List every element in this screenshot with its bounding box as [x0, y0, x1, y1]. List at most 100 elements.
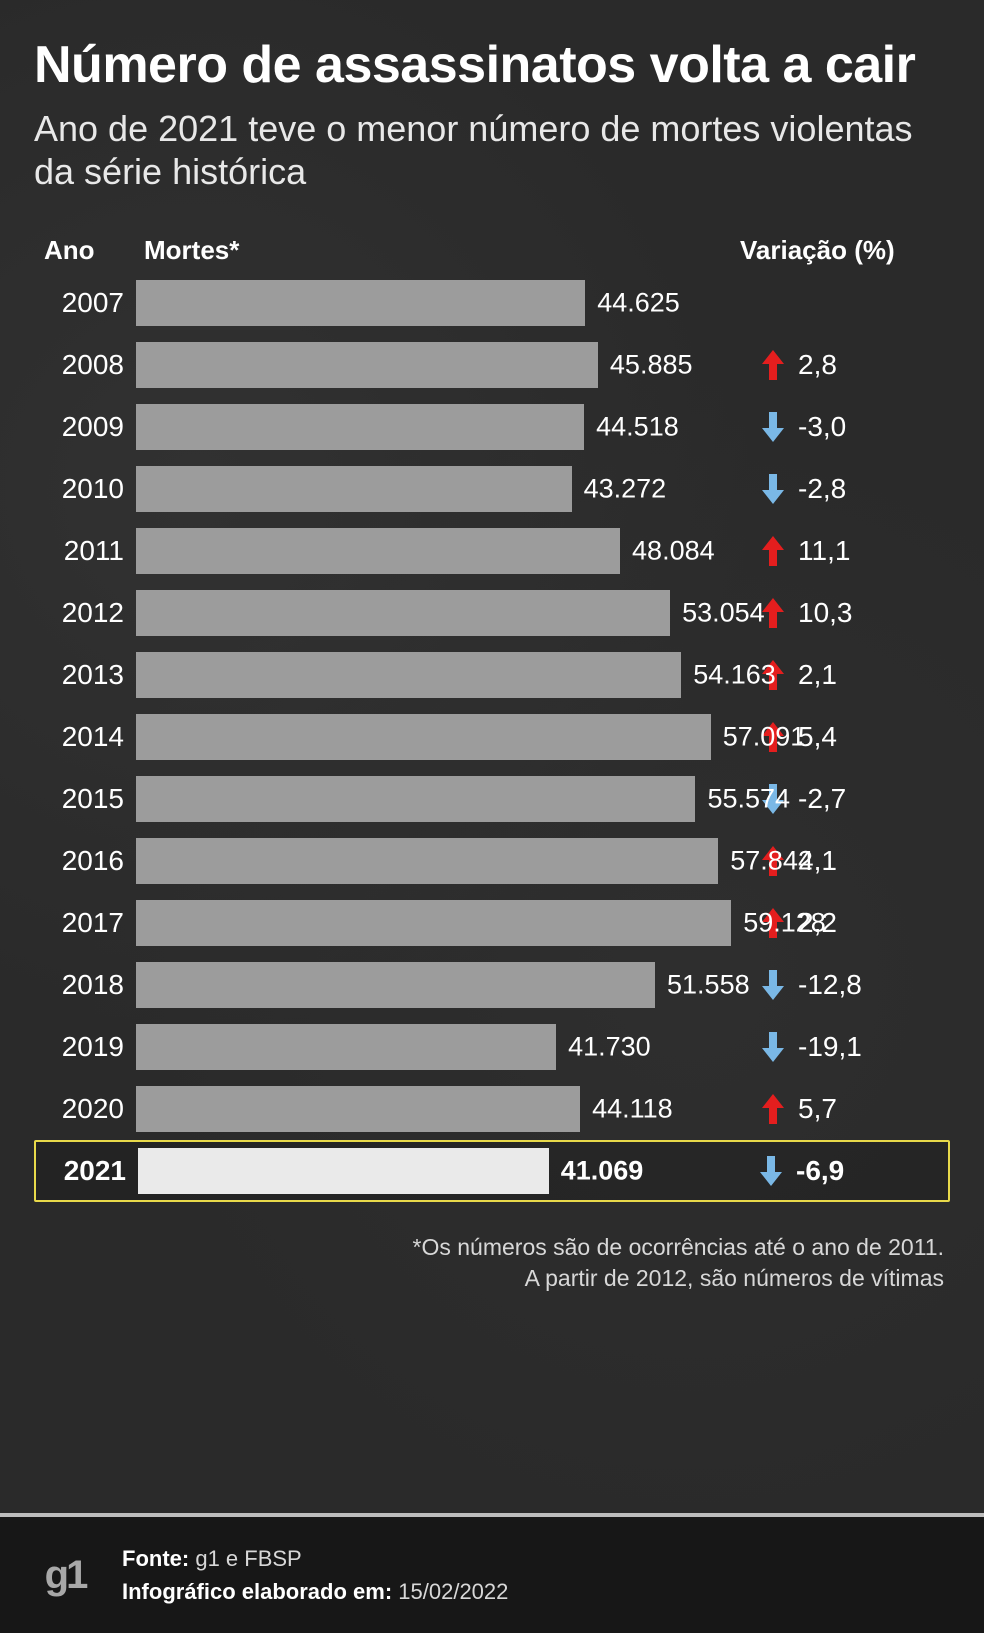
bar — [136, 962, 655, 1008]
row-value: 43.272 — [572, 473, 667, 504]
row-year: 2019 — [34, 1031, 136, 1063]
bar-area: 44.518 — [136, 404, 740, 450]
row-variation: 11,1 — [740, 534, 950, 568]
row-variation: 10,3 — [740, 596, 950, 630]
chart-row: 2010 43.272 -2,8 — [34, 458, 950, 520]
variation-value: 2,8 — [798, 349, 837, 381]
row-variation: -6,9 — [738, 1154, 948, 1188]
arrow-down-icon — [760, 1030, 786, 1064]
chart-row: 201148.08411,1 — [34, 520, 950, 582]
bar — [136, 280, 585, 326]
source-label: Fonte: — [122, 1546, 189, 1571]
row-year: 2021 — [36, 1155, 138, 1187]
bar-area: 41.730 — [136, 1024, 740, 1070]
bar-area: 59.128 — [136, 900, 740, 946]
row-year: 2012 — [34, 597, 136, 629]
chart-row: 2019 41.730 -19,1 — [34, 1016, 950, 1078]
bar-area: 57.842 — [136, 838, 740, 884]
header-variation: Variação (%) — [740, 235, 950, 266]
row-value: 41.730 — [556, 1031, 651, 1062]
arrow-up-icon — [760, 1092, 786, 1126]
bar-area: 48.084 — [136, 528, 740, 574]
bar — [136, 838, 718, 884]
row-year: 2010 — [34, 473, 136, 505]
footer: g1 Fonte: g1 e FBSP Infográfico elaborad… — [0, 1513, 984, 1633]
bar-area: 51.558 — [136, 962, 740, 1008]
source-value: g1 e FBSP — [195, 1546, 301, 1571]
bar — [136, 342, 598, 388]
row-variation: 2,8 — [740, 348, 950, 382]
bar — [136, 1024, 556, 1070]
bar — [136, 404, 584, 450]
row-year: 2016 — [34, 845, 136, 877]
chart-row: 201851.558-12,8 — [34, 954, 950, 1016]
row-value: 44.625 — [585, 287, 680, 318]
bar — [136, 528, 620, 574]
chart-title: Número de assassinatos volta a cair — [34, 38, 950, 93]
chart-row: 200944.518-3,0 — [34, 396, 950, 458]
bar — [136, 900, 731, 946]
row-year: 2020 — [34, 1093, 136, 1125]
bar-area: 54.163 — [136, 652, 740, 698]
chart-row: 201657.8424,1 — [34, 830, 950, 892]
row-year: 2011 — [34, 535, 136, 567]
variation-value: -2,7 — [798, 783, 846, 815]
bar — [136, 714, 711, 760]
column-headers: Ano Mortes* Variação (%) — [34, 235, 950, 266]
arrow-up-icon — [760, 534, 786, 568]
chart-row: 2008 45.885 2,8 — [34, 334, 950, 396]
variation-value: -12,8 — [798, 969, 862, 1001]
row-value: 54.163 — [681, 659, 776, 690]
chart-subtitle: Ano de 2021 teve o menor número de morte… — [34, 107, 950, 193]
row-value: 41.069 — [549, 1155, 644, 1186]
row-variation: -19,1 — [740, 1030, 950, 1064]
arrow-down-icon — [758, 1154, 784, 1188]
row-variation: 5,7 — [740, 1092, 950, 1126]
variation-value: 5,7 — [798, 1093, 837, 1125]
row-variation: -2,8 — [740, 472, 950, 506]
row-year: 2014 — [34, 721, 136, 753]
row-year: 2017 — [34, 907, 136, 939]
chart-row: 201555.574-2,7 — [34, 768, 950, 830]
bar-area: 53.054 — [136, 590, 740, 636]
variation-value: 10,3 — [798, 597, 853, 629]
bar — [138, 1148, 549, 1194]
row-value: 44.518 — [584, 411, 679, 442]
chart-row: 201354.1632,1 — [34, 644, 950, 706]
row-value: 45.885 — [598, 349, 693, 380]
bar-area: 55.574 — [136, 776, 740, 822]
chart-row: 2020 44.118 5,7 — [34, 1078, 950, 1140]
chart-row: 200744.625 — [34, 272, 950, 334]
row-year: 2015 — [34, 783, 136, 815]
row-value: 55.574 — [695, 783, 790, 814]
arrow-down-icon — [760, 472, 786, 506]
bar-area: 43.272 — [136, 466, 740, 512]
bar-area: 44.625 — [136, 280, 740, 326]
row-value: 44.118 — [580, 1093, 673, 1124]
bar — [136, 652, 681, 698]
header-year: Ano — [34, 235, 136, 266]
row-value: 53.054 — [670, 597, 765, 628]
variation-value: -6,9 — [796, 1155, 844, 1187]
row-variation: -3,0 — [740, 410, 950, 444]
variation-value: -2,8 — [798, 473, 846, 505]
chart-row: 201759.1282,2 — [34, 892, 950, 954]
date-label: Infográfico elaborado em: — [122, 1579, 392, 1604]
bar-area: 41.069 — [138, 1148, 738, 1194]
variation-value: -19,1 — [798, 1031, 862, 1063]
bar-area: 57.091 — [136, 714, 740, 760]
variation-value: -3,0 — [798, 411, 846, 443]
bar — [136, 1086, 580, 1132]
g1-logo: g1 — [34, 1544, 96, 1606]
arrow-down-icon — [760, 410, 786, 444]
chart-row: 2021 41.069 -6,9 — [34, 1140, 950, 1202]
bar — [136, 590, 670, 636]
row-year: 2013 — [34, 659, 136, 691]
chart-row: 201457.0915,4 — [34, 706, 950, 768]
row-year: 2008 — [34, 349, 136, 381]
footnote-line: *Os números são de ocorrências até o ano… — [34, 1232, 944, 1263]
arrow-down-icon — [760, 968, 786, 1002]
chart-row: 201253.05410,3 — [34, 582, 950, 644]
footer-text: Fonte: g1 e FBSP Infográfico elaborado e… — [122, 1542, 508, 1608]
arrow-up-icon — [760, 348, 786, 382]
